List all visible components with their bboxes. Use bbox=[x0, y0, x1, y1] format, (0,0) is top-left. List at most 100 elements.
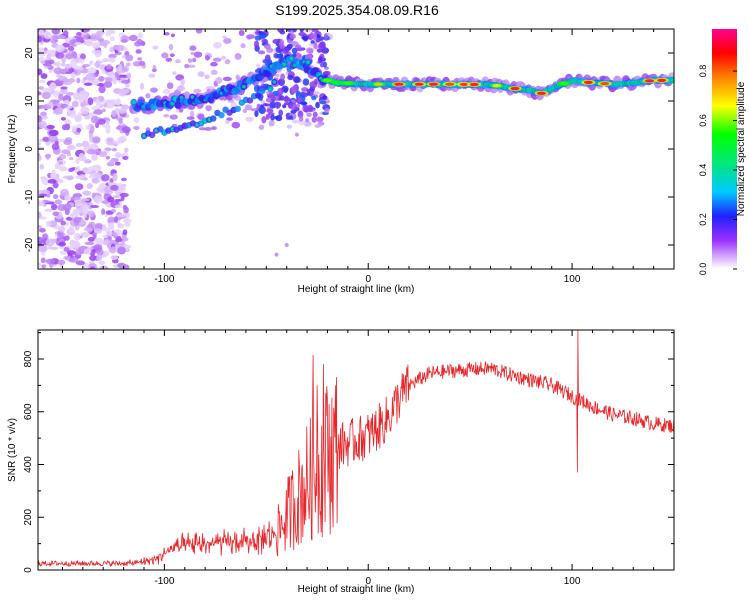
spectrogram-cell bbox=[62, 42, 70, 48]
spectrogram-cell bbox=[83, 82, 93, 86]
spectrogram-cell bbox=[274, 102, 281, 109]
spectrogram-cell bbox=[600, 82, 610, 86]
spectrogram-cell bbox=[205, 54, 211, 61]
spectrogram-cell bbox=[113, 216, 119, 223]
spectrogram-cell bbox=[75, 157, 80, 164]
spectrogram-cell bbox=[112, 173, 118, 182]
spectrogram-cell bbox=[161, 52, 169, 59]
snr-frame bbox=[37, 329, 675, 571]
spectrogram-cell bbox=[213, 41, 222, 49]
spectrogram-cell bbox=[262, 103, 268, 107]
spectrogram-cell bbox=[73, 232, 81, 241]
spectrogram-cell bbox=[261, 32, 267, 39]
spectrogram-cell bbox=[313, 78, 318, 85]
spectrogram-cell bbox=[38, 29, 44, 36]
spectrogram-cell bbox=[74, 183, 84, 191]
spectrogram-cell bbox=[296, 103, 301, 108]
spectrogram-cell bbox=[113, 140, 123, 145]
spectrogram-cell bbox=[323, 34, 329, 39]
spectrogram-cell bbox=[175, 59, 181, 64]
spectrogram-cell bbox=[51, 29, 61, 35]
spectrogram-cell bbox=[305, 47, 314, 54]
spectrogram-cell bbox=[54, 177, 61, 182]
spectrogram-cell bbox=[63, 247, 70, 252]
spectrogram-cell bbox=[103, 102, 108, 108]
spectrogram-cell bbox=[57, 93, 64, 101]
spectrogram-cell bbox=[43, 104, 52, 110]
spectrogram-cell bbox=[322, 70, 331, 76]
spectrogram-cell bbox=[492, 84, 502, 88]
spectrogram-cell bbox=[116, 214, 126, 218]
spectrogram-cell bbox=[268, 87, 273, 91]
spectrogram-y-tick-label: 10 bbox=[24, 95, 35, 107]
spectrogram-cell bbox=[298, 115, 304, 122]
spectrogram-cell bbox=[559, 81, 569, 86]
spectrogram-cell bbox=[148, 73, 156, 78]
spectrogram-cell bbox=[67, 45, 75, 52]
spectrogram-cell bbox=[280, 73, 286, 81]
spectrogram-cell bbox=[110, 184, 119, 191]
colorbar-tick-label: 0.4 bbox=[698, 164, 708, 177]
spectrogram-cell bbox=[48, 134, 58, 143]
spectrogram-cell bbox=[49, 38, 55, 44]
spectrogram-cell bbox=[96, 118, 106, 125]
spectrogram-cell bbox=[272, 80, 277, 84]
spectrogram-cell bbox=[80, 106, 90, 115]
spectrogram-cell bbox=[302, 104, 310, 113]
spectrogram-cell bbox=[238, 30, 245, 36]
spectrogram-cell bbox=[56, 138, 66, 143]
spectrogram-cell bbox=[108, 57, 116, 63]
spectrogram-cell bbox=[124, 221, 131, 228]
spectrogram-cell bbox=[279, 30, 286, 35]
spectrogram-cell bbox=[324, 108, 330, 113]
spectrogram-cell bbox=[117, 246, 126, 255]
spectrogram-cell bbox=[105, 32, 112, 37]
spectrogram-cell bbox=[163, 114, 170, 118]
spectrogram-cell bbox=[84, 115, 91, 120]
spectrogram-cell bbox=[309, 32, 314, 40]
spectrogram-cell bbox=[278, 109, 284, 117]
spectrogram-cell bbox=[244, 104, 253, 111]
spectrogram-cell bbox=[45, 220, 52, 227]
spectrogram-cell bbox=[58, 161, 63, 165]
spectrogram-cell bbox=[105, 155, 110, 160]
spectrogram-cell bbox=[45, 238, 55, 247]
spectrogram-cell bbox=[657, 78, 667, 82]
spectrogram-cell bbox=[87, 236, 95, 242]
spectrogram-cell bbox=[55, 52, 65, 59]
spectrogram-cell bbox=[322, 95, 328, 101]
spectrogram-cell bbox=[226, 117, 233, 121]
spectrogram-cell bbox=[53, 90, 60, 98]
snr-y-tick-label: 400 bbox=[23, 456, 34, 473]
spectrogram-cell bbox=[92, 110, 101, 115]
spectrogram-cell bbox=[114, 44, 125, 52]
spectrogram-cell bbox=[222, 37, 232, 44]
spectrogram-cell bbox=[284, 243, 289, 247]
spectrogram-cell bbox=[101, 266, 107, 269]
spectrogram-x-tick-label: 100 bbox=[564, 274, 581, 285]
spectrogram-cell bbox=[74, 202, 83, 207]
spectrogram-cell bbox=[231, 121, 241, 129]
snr-axes: -100 0 100 0 200 400 600 800 bbox=[23, 330, 675, 587]
spectrogram-cell bbox=[83, 159, 92, 164]
spectrogram-cell bbox=[186, 116, 195, 120]
spectrogram-cell bbox=[78, 66, 84, 71]
spectrogram-cell bbox=[52, 109, 63, 115]
spectrogram-cell bbox=[190, 51, 195, 56]
spectrogram-cell bbox=[212, 57, 222, 62]
spectrogram-cell bbox=[240, 100, 244, 105]
spectrogram-cell bbox=[510, 86, 520, 91]
spectrogram-cell bbox=[42, 87, 51, 93]
spectrogram-cell bbox=[62, 81, 73, 86]
spectrogram-cell bbox=[322, 78, 332, 82]
spectrogram-cell bbox=[172, 71, 177, 75]
spectrogram-cell bbox=[117, 223, 125, 229]
spectrogram-cell bbox=[112, 76, 118, 85]
snr-plot: -100 0 100 0 200 400 600 800 Height of straight… bbox=[7, 329, 675, 595]
spectrogram-cell bbox=[95, 122, 100, 129]
snr-y-axis-label: SNR (10 * v/v) bbox=[7, 418, 18, 482]
spectrogram-cell bbox=[72, 193, 83, 198]
spectrogram-cell bbox=[90, 115, 99, 124]
